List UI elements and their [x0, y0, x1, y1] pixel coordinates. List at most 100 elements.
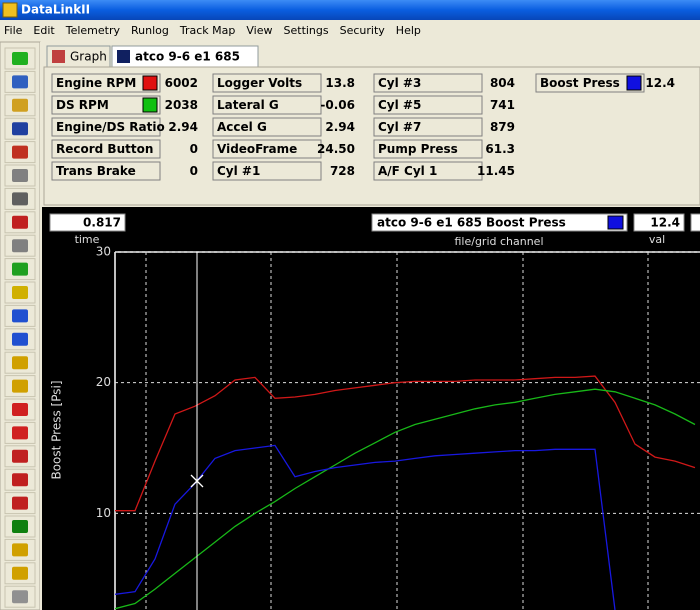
channel-label-box[interactable]	[51, 161, 161, 181]
channel-label: Record Button	[56, 142, 153, 156]
tool-icon	[12, 286, 28, 299]
tool-icon	[12, 145, 28, 159]
channel-label-box[interactable]	[373, 117, 483, 137]
y-tick-label: 30	[96, 245, 111, 259]
menu-item[interactable]: Help	[396, 24, 421, 37]
channel-label: Cyl #5	[378, 98, 421, 112]
menu-item[interactable]: Telemetry	[65, 24, 121, 37]
channel-value: 0	[190, 164, 198, 178]
tool-icon	[12, 215, 28, 229]
channel-label: Engine RPM	[56, 76, 136, 90]
tool-icon	[12, 169, 28, 182]
channel-swatch	[607, 215, 624, 230]
tab-icon	[52, 50, 65, 63]
channel-label-box[interactable]	[373, 139, 483, 159]
tool-icon	[12, 52, 28, 65]
tool-icon	[12, 262, 28, 276]
channel-box-label: file/grid channel	[454, 235, 543, 248]
channel-label: Cyl #7	[378, 120, 421, 134]
channel-label-box[interactable]	[212, 139, 322, 159]
tool-icon	[12, 496, 28, 510]
y-tick-label: 20	[96, 375, 111, 389]
channel-value: 0	[190, 142, 198, 156]
menu-item[interactable]: Track Map	[179, 24, 236, 37]
channel-label: Lateral G	[217, 98, 279, 112]
channel-value: 741	[490, 98, 515, 112]
channel-label-box[interactable]	[373, 73, 483, 93]
channel-label-box[interactable]	[535, 73, 645, 93]
tool-icon	[12, 122, 28, 136]
channel-color	[142, 97, 158, 113]
y-axis-label: Boost Press [Psi]	[50, 380, 64, 479]
extra-box	[690, 213, 700, 232]
channel-value: 61.3	[485, 142, 515, 156]
val-box	[633, 213, 685, 232]
channel-color	[626, 75, 642, 91]
tool-icon	[12, 356, 28, 370]
tool-icon	[12, 426, 28, 440]
channel-label-box[interactable]	[51, 95, 161, 115]
tab-icon	[117, 50, 130, 63]
channel-value: 12.4	[645, 76, 675, 90]
file-name: atco 9-6 e1 685	[377, 216, 482, 230]
channel-value: 804	[490, 76, 515, 90]
menu-item[interactable]: Security	[340, 24, 386, 37]
tool-icon	[12, 98, 28, 112]
tool-icon	[12, 449, 28, 463]
menu-item[interactable]: File	[4, 24, 23, 37]
channel-label-box[interactable]	[212, 161, 322, 181]
tab-label: Graph	[70, 50, 107, 64]
y-tick-label: 10	[96, 506, 111, 520]
chart-panel	[42, 207, 700, 610]
series-line	[115, 388, 696, 610]
val-value: 12.4	[650, 216, 680, 230]
tool-icon	[12, 590, 28, 604]
channel-label-box[interactable]	[373, 161, 483, 181]
channel-value: 879	[490, 120, 515, 134]
tab-label: atco 9-6 e1 685	[135, 50, 240, 64]
channel-value: -0.06	[320, 98, 355, 112]
channel-label-box[interactable]	[51, 73, 161, 93]
title-bar	[0, 0, 700, 20]
time-box	[49, 213, 126, 232]
tool-icon	[12, 566, 28, 580]
tool-icon	[12, 75, 28, 89]
channel-value: 2.94	[325, 120, 355, 134]
menu-item[interactable]: View	[246, 24, 272, 37]
menu-item[interactable]: Edit	[33, 24, 55, 37]
app-icon	[2, 2, 18, 18]
tool-icon	[12, 473, 28, 487]
time-label: time	[75, 233, 100, 246]
channel-label-box[interactable]	[212, 73, 322, 93]
cursor-marker	[190, 474, 204, 488]
channel-label: DS RPM	[56, 98, 109, 112]
tool-icon	[12, 520, 28, 533]
window-title: DataLinkII	[21, 3, 90, 17]
channel-label-box[interactable]	[51, 117, 161, 137]
channel-value: 2038	[165, 98, 198, 112]
channel-label: Cyl #1	[217, 164, 260, 178]
channel-label: Trans Brake	[56, 164, 136, 178]
channel-value: 11.45	[477, 164, 515, 178]
val-label: val	[649, 233, 665, 246]
tool-icon	[12, 543, 28, 557]
channel-label: Logger Volts	[217, 76, 302, 90]
channel-label: Boost Press	[540, 76, 620, 90]
channel-label-box[interactable]	[373, 95, 483, 115]
tool-icon	[12, 403, 28, 416]
channel-value: 13.8	[325, 76, 355, 90]
channel-label-box[interactable]	[51, 139, 161, 159]
channel-label-box[interactable]	[212, 95, 322, 115]
menu-item[interactable]: Settings	[284, 24, 329, 37]
channel-label: Cyl #3	[378, 76, 421, 90]
channel-label: VideoFrame	[217, 142, 297, 156]
menu-item[interactable]: Runlog	[131, 24, 169, 37]
channel-label-box[interactable]	[212, 117, 322, 137]
channel-value: 2.94	[168, 120, 198, 134]
channel-label: Engine/DS Ratio	[56, 120, 165, 134]
channel-label: Accel G	[217, 120, 267, 134]
series-line	[115, 375, 696, 512]
tool-icon	[12, 332, 28, 346]
channel-box	[371, 213, 628, 232]
